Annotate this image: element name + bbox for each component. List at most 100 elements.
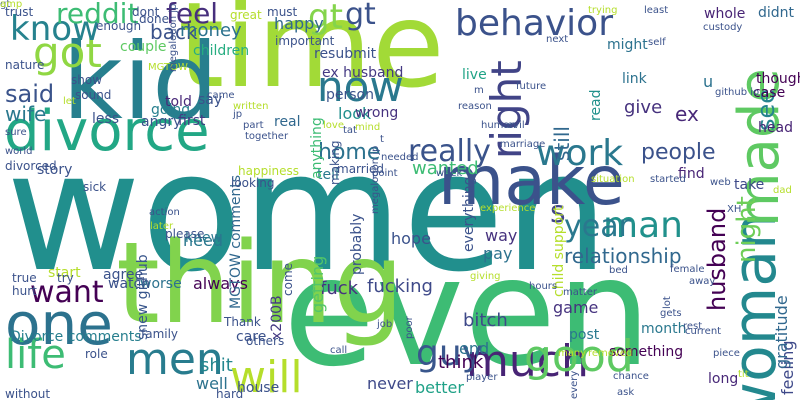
word: least: [644, 5, 669, 16]
word: got: [33, 28, 102, 77]
word: must: [267, 5, 298, 19]
word: hard: [216, 387, 244, 400]
word: take: [734, 177, 765, 193]
word: happy: [274, 14, 324, 33]
word: gt: [0, 0, 11, 10]
word: kid: [62, 21, 219, 143]
word: together: [245, 131, 289, 142]
word: github io: [715, 87, 760, 98]
word: sick: [83, 180, 107, 194]
word: piece: [713, 348, 740, 359]
word: give: [624, 97, 663, 118]
word: people: [641, 140, 716, 165]
word: megalodon jp: [370, 145, 381, 214]
word: guy: [416, 333, 483, 374]
word: always: [193, 274, 248, 293]
word: post: [569, 327, 600, 343]
word: less: [92, 111, 120, 127]
word: tell: [317, 167, 339, 183]
word: try: [57, 271, 74, 285]
word: person: [326, 87, 374, 103]
word: tat: [343, 125, 357, 136]
word: bed: [609, 265, 628, 276]
word: jp: [233, 109, 243, 120]
word: husband: [703, 207, 731, 311]
word: many: [558, 348, 587, 359]
word: poor: [404, 316, 415, 339]
word: though: [756, 71, 800, 87]
word: job: [377, 319, 393, 330]
word: behavior: [455, 3, 614, 44]
word: family: [141, 327, 179, 341]
word: u: [703, 72, 714, 91]
word: call: [330, 345, 348, 356]
word: nature: [5, 58, 45, 72]
word: getting: [308, 255, 327, 313]
word: part: [243, 120, 264, 131]
word: well: [196, 374, 228, 393]
word: removed: [588, 348, 633, 359]
word: whole: [704, 6, 746, 22]
word: money: [180, 20, 242, 41]
word: love: [323, 120, 344, 131]
word: next: [546, 34, 569, 45]
word: work: [536, 133, 624, 174]
word: head: [758, 120, 793, 136]
word: ex husband: [322, 65, 404, 81]
word: fuck: [320, 278, 359, 299]
word: man: [603, 205, 683, 246]
word: watch: [108, 276, 151, 292]
word: great: [230, 8, 262, 22]
word: role: [85, 347, 108, 361]
word: divorced: [5, 159, 57, 173]
word: story: [37, 162, 73, 178]
word: didnt: [758, 5, 795, 21]
word: year: [564, 209, 631, 244]
word: lot: [662, 296, 673, 309]
word: divorce: [4, 99, 210, 164]
word: time: [178, 0, 445, 114]
word: away: [689, 276, 716, 287]
word: now: [317, 62, 404, 111]
word: Divorce comments: [10, 329, 142, 345]
word: feel: [166, 0, 219, 30]
word: ask: [617, 387, 635, 398]
word: reason: [458, 101, 492, 112]
word: shit: [200, 355, 233, 376]
word: agree: [103, 267, 144, 283]
word: something: [609, 344, 684, 360]
word: gets: [660, 308, 682, 319]
word: written: [233, 101, 269, 112]
word: world: [5, 146, 33, 157]
word: wife: [5, 102, 47, 126]
word: player: [466, 372, 498, 383]
word: rest: [683, 321, 703, 332]
word: come: [281, 262, 295, 296]
word: anything: [309, 117, 325, 179]
word: might: [607, 37, 648, 53]
word: XH: [727, 204, 742, 215]
word: even: [283, 226, 652, 400]
word: men: [126, 334, 224, 385]
word: needed: [381, 152, 419, 163]
word: others: [246, 334, 285, 348]
word: gratitude: [772, 295, 791, 369]
word: resubmit: [314, 46, 377, 62]
word: web: [710, 177, 731, 188]
word: one: [5, 290, 113, 358]
word: situation: [591, 174, 635, 185]
word: make: [438, 142, 625, 221]
word: need: [183, 231, 223, 250]
word: reddit: [56, 0, 139, 30]
word: long: [708, 371, 739, 387]
word: will: [230, 352, 303, 400]
word: gt: [308, 0, 343, 37]
word: knew: [185, 230, 223, 246]
word: back: [150, 20, 198, 44]
word: enough: [96, 19, 142, 33]
word: month: [641, 321, 687, 337]
word: first: [178, 113, 206, 129]
word: much: [466, 336, 589, 387]
word: ex: [675, 102, 699, 126]
word: MGTOW comments: [228, 174, 244, 309]
